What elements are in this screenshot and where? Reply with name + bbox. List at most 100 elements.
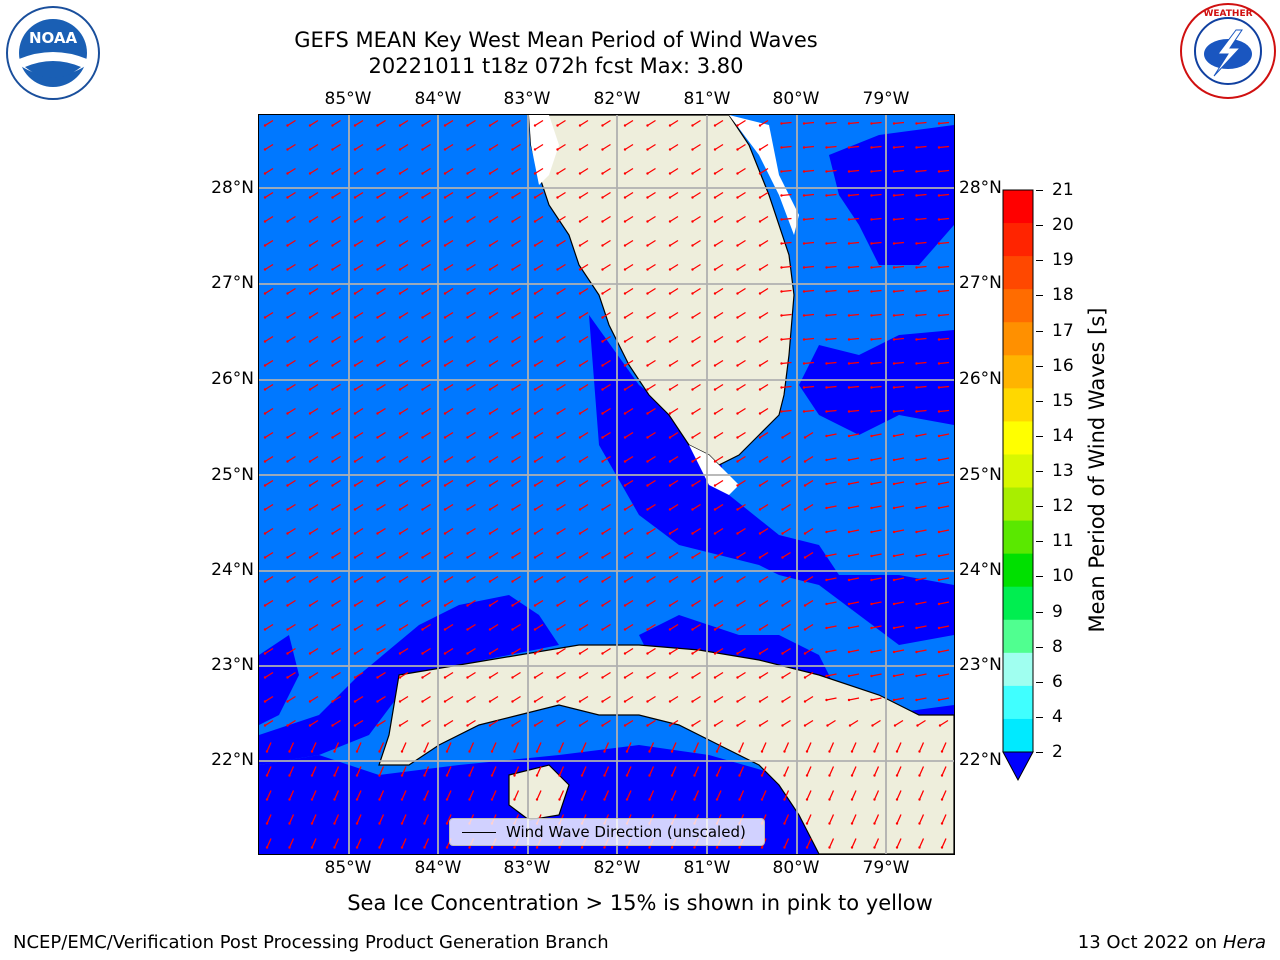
wind-wave-arrow — [579, 431, 589, 439]
wind-wave-arrow — [512, 551, 521, 559]
wind-wave-arrow-head — [308, 556, 312, 559]
wind-wave-arrow — [759, 119, 769, 127]
wind-wave-arrow — [287, 167, 296, 175]
wind-wave-arrow-head — [892, 458, 896, 462]
wind-wave-arrow — [332, 239, 341, 247]
wind-wave-arrow — [288, 742, 295, 752]
wind-wave-arrow — [828, 766, 835, 776]
wind-wave-arrow-head — [466, 700, 469, 703]
wind-wave-arrow — [916, 553, 927, 557]
wind-wave-arrow-head — [937, 554, 941, 558]
wind-wave-arrow — [356, 742, 362, 752]
wind-wave-arrow-head — [870, 458, 873, 462]
wind-wave-arrow-head — [376, 676, 379, 679]
wind-wave-arrow — [826, 265, 837, 269]
wind-wave-arrow — [287, 671, 296, 679]
colorbar-tick-label: 21 — [1052, 180, 1074, 200]
wind-wave-arrow-head — [691, 700, 694, 703]
wind-wave-arrow-head — [805, 846, 809, 849]
wind-wave-arrow-head — [556, 580, 559, 583]
wind-wave-arrow-head — [713, 460, 717, 463]
wind-wave-arrow — [893, 409, 905, 413]
wind-wave-arrow — [692, 575, 701, 583]
wind-wave-arrow — [309, 647, 319, 655]
wind-wave-arrow-head — [533, 148, 537, 151]
wind-wave-arrow-head — [421, 388, 424, 391]
wind-wave-arrow — [602, 599, 611, 607]
wind-wave-arrow — [399, 383, 409, 391]
wind-wave-arrow — [512, 695, 521, 703]
wind-wave-arrow — [602, 263, 611, 271]
wind-wave-arrow — [669, 623, 679, 631]
wind-wave-arrow — [916, 241, 927, 245]
wind-wave-arrow — [848, 625, 860, 629]
wind-wave-arrow — [288, 814, 295, 824]
wind-wave-arrow — [893, 481, 905, 485]
wind-wave-arrow — [579, 311, 589, 319]
wind-wave-arrow — [356, 766, 362, 776]
wind-wave-arrow-head — [286, 220, 289, 223]
wind-wave-arrow — [491, 790, 497, 800]
wind-wave-arrow-head — [376, 484, 379, 487]
wind-wave-arrow-head — [847, 146, 851, 149]
wind-wave-arrow-head — [758, 148, 762, 151]
wind-wave-arrow-head — [713, 556, 717, 559]
wind-wave-arrow — [893, 241, 905, 245]
wind-wave-arrow-head — [263, 508, 267, 511]
wind-wave-arrow-head — [713, 412, 717, 415]
wind-wave-arrow — [557, 287, 566, 295]
wind-wave-arrow — [806, 790, 812, 800]
wind-wave-arrow-head — [556, 316, 559, 319]
wind-wave-arrow — [783, 790, 790, 800]
wind-wave-arrow — [444, 359, 454, 367]
wind-wave-arrow-head — [511, 388, 514, 391]
wind-wave-arrow-head — [445, 846, 449, 849]
wind-wave-arrow-head — [847, 506, 851, 510]
wind-wave-arrow-head — [423, 774, 426, 777]
colorbar-tick-mark — [1036, 400, 1043, 402]
wind-wave-arrow-head — [758, 292, 762, 295]
wind-wave-arrow-head — [466, 172, 469, 175]
wind-wave-arrow — [512, 311, 521, 319]
wind-wave-arrow-head — [802, 362, 806, 365]
wind-wave-arrow-head — [556, 460, 559, 463]
wind-wave-arrow — [826, 649, 837, 653]
wind-wave-arrow — [871, 481, 882, 485]
wind-wave-arrow — [848, 289, 860, 293]
wind-wave-arrow-head — [870, 314, 873, 317]
wind-wave-arrow — [648, 766, 655, 776]
wind-wave-arrow-head — [443, 412, 447, 415]
wind-wave-arrow-head — [623, 196, 627, 199]
wind-wave-arrow — [692, 287, 701, 295]
nws-logo: WEATHER — [1180, 3, 1276, 99]
wind-wave-arrow-head — [736, 172, 739, 175]
wind-wave-arrow-head — [847, 674, 851, 678]
wind-wave-arrow-head — [802, 410, 806, 413]
wind-wave-arrow — [782, 479, 791, 487]
wind-wave-arrow — [669, 455, 679, 463]
wind-wave-arrow-head — [533, 124, 537, 127]
wind-wave-arrow — [624, 239, 634, 247]
wind-wave-arrow-head — [870, 626, 873, 630]
wind-wave-arrow-head — [625, 846, 629, 849]
wind-wave-arrow-head — [400, 822, 404, 825]
wind-wave-arrow-head — [758, 700, 762, 703]
wind-wave-arrow-head — [488, 652, 492, 655]
wind-wave-arrow — [647, 143, 656, 151]
wind-wave-arrow-head — [758, 604, 762, 607]
wind-wave-arrow — [422, 311, 431, 319]
wind-wave-arrow-head — [646, 652, 649, 655]
wind-wave-arrow-head — [780, 170, 783, 173]
wind-wave-arrow-head — [781, 532, 784, 535]
wind-wave-arrow-head — [781, 580, 784, 583]
wind-wave-arrow-head — [580, 846, 584, 849]
wind-wave-arrow-head — [623, 436, 627, 439]
wind-wave-arrow — [422, 671, 431, 679]
wind-wave-arrow — [826, 409, 837, 413]
wind-wave-arrow-head — [758, 724, 762, 727]
wind-wave-arrow — [378, 814, 385, 824]
wind-wave-arrow — [647, 527, 656, 535]
wind-wave-arrow-head — [488, 220, 492, 223]
wind-wave-arrow-head — [780, 266, 783, 269]
wind-wave-arrow-head — [310, 822, 314, 825]
